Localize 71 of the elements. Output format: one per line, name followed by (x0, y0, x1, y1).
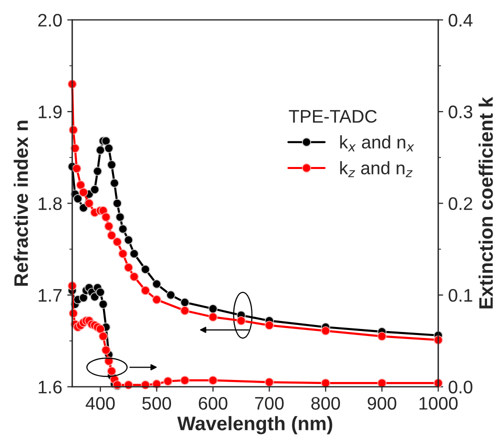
point (236, 316, 246, 326)
y-tick-label: 2.0 (38, 14, 62, 27)
legend-title: TPE-TADC (288, 110, 377, 123)
point (163, 376, 173, 386)
point (180, 306, 190, 316)
y2-tick-label: 0.2 (448, 197, 472, 210)
x-axis-title: Wavelength (nm) (177, 416, 332, 434)
point (166, 290, 176, 300)
point (130, 249, 139, 258)
point (92, 166, 102, 176)
point (115, 212, 125, 222)
y2-tick-label: 0.4 (448, 14, 473, 27)
y2-tick-label: 0.0 (448, 380, 472, 394)
y-tick-label: 1.8 (38, 197, 62, 210)
point (104, 144, 114, 153)
point (104, 222, 114, 231)
point (208, 376, 218, 385)
x-tick-label: 700 (255, 396, 284, 410)
point (101, 212, 111, 222)
point (112, 198, 122, 208)
point (118, 224, 128, 234)
point (101, 345, 111, 355)
point (96, 288, 105, 297)
legend-label: k$_{z}$ and n$_{z}$ (340, 161, 413, 178)
x-tick-label: 500 (142, 396, 172, 410)
point (107, 160, 116, 170)
y-tick-label: 1.6 (38, 380, 62, 394)
point (96, 146, 105, 155)
x-tick-label: 600 (198, 396, 228, 410)
point (110, 178, 120, 188)
point (208, 312, 218, 322)
point (72, 164, 82, 174)
point (78, 188, 88, 197)
x-tick-label: 400 (86, 396, 115, 410)
point (73, 194, 82, 204)
point (180, 376, 190, 385)
point (152, 279, 162, 289)
point (76, 180, 86, 190)
point (98, 332, 108, 341)
point (101, 136, 111, 146)
point (96, 324, 105, 334)
point (98, 300, 108, 309)
point (140, 264, 150, 274)
y2-tick-label: 0.1 (448, 288, 472, 302)
y2-axis-title: Extinction coefficient k (478, 96, 493, 308)
point (84, 198, 94, 208)
point (124, 262, 134, 272)
x-tick-label: 800 (311, 396, 340, 410)
x-tick-label: 1000 (420, 396, 458, 410)
point (90, 184, 100, 194)
legend-label: k$_{x}$ and n$_{x}$ (340, 135, 414, 152)
x-tick-label: 900 (368, 396, 396, 410)
y-tick-label: 1.9 (38, 106, 62, 118)
y-tick-label: 1.7 (38, 289, 62, 302)
point (107, 230, 116, 240)
point (152, 295, 162, 304)
y-axis-title: Refractive index n (14, 120, 28, 286)
point (78, 293, 88, 302)
point (107, 366, 116, 376)
point (140, 286, 150, 296)
point (264, 378, 274, 387)
y2-tick-label: 0.3 (448, 106, 472, 118)
point (130, 272, 139, 282)
point (112, 237, 122, 246)
point (377, 332, 387, 341)
point (118, 249, 128, 258)
point (180, 298, 190, 307)
point (321, 326, 330, 336)
point (124, 235, 134, 245)
point (264, 320, 274, 330)
point (208, 304, 218, 314)
